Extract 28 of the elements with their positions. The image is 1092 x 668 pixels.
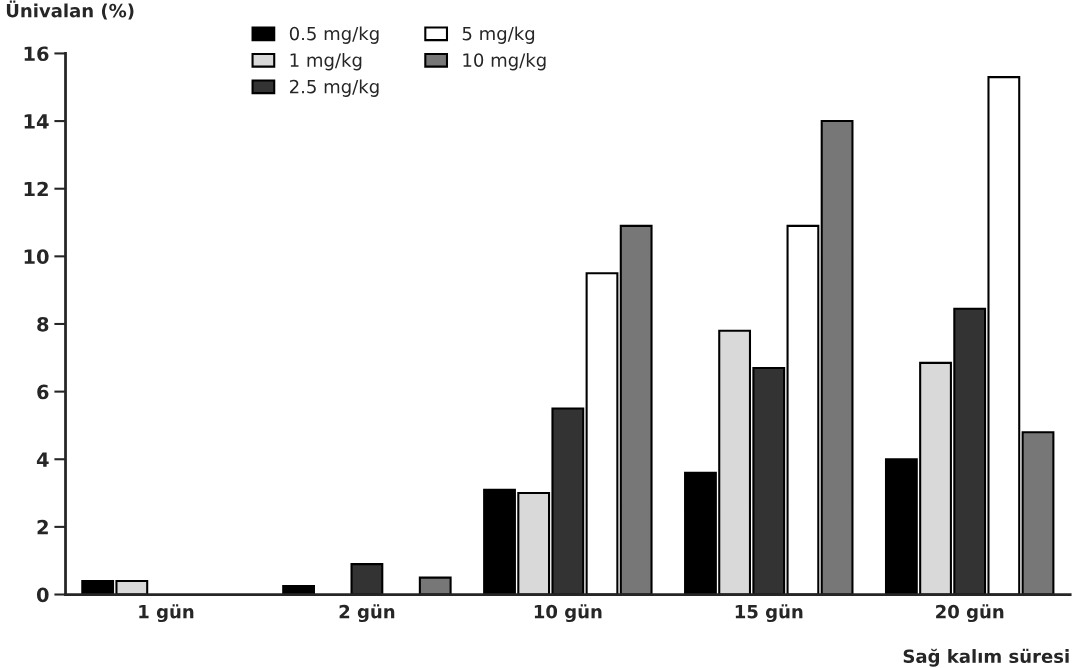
- legend-label: 2.5 mg/kg: [289, 79, 379, 97]
- bar: [786, 224, 820, 595]
- x-tick-label: 2 gün: [339, 604, 395, 623]
- legend-label: 10 mg/kg: [463, 52, 546, 71]
- x-axis-title: Sağ kalım süresi: [903, 648, 1069, 667]
- bar: [1021, 431, 1055, 595]
- y-tick-label: 8: [37, 316, 49, 332]
- legend-label: 0.5 mg/kg: [289, 26, 379, 44]
- y-tick-label: 2: [37, 519, 48, 535]
- y-tick-label: 4: [36, 452, 49, 467]
- x-tick-label: 1 gün: [139, 604, 194, 623]
- x-tick-label: 10 gün: [534, 604, 602, 623]
- y-tick-label: 14: [24, 114, 49, 129]
- bar: [350, 563, 384, 595]
- y-tick-label: 0: [36, 587, 49, 603]
- x-tick-label: 20 gün: [936, 604, 1004, 623]
- bar: [418, 576, 452, 595]
- bar: [585, 272, 619, 595]
- y-tick-label: 12: [24, 181, 48, 197]
- legend-label: 5 mg/kg: [462, 26, 535, 44]
- y-tick-label: 16: [24, 46, 49, 62]
- y-tick-label: 10: [24, 249, 49, 265]
- y-axis-title: Ünivalan (%): [6, 0, 134, 20]
- x-tick-label: 15 gün: [735, 604, 803, 623]
- bar: [619, 224, 653, 595]
- legend-label: 1 mg/kg: [290, 52, 362, 71]
- bar: [820, 120, 854, 595]
- y-tick-label: 6: [37, 384, 49, 400]
